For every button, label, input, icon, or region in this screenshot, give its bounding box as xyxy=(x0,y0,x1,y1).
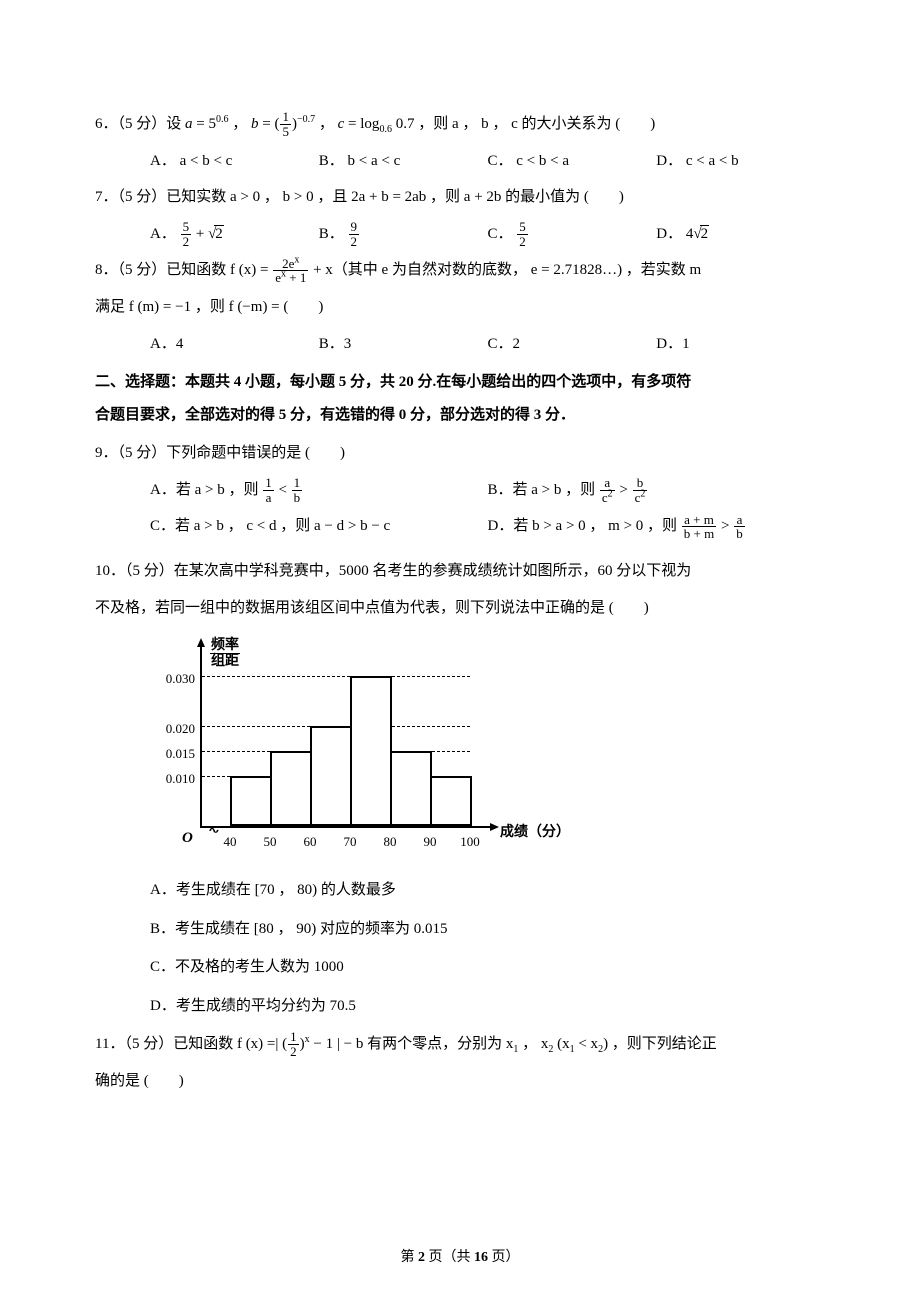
q8-stem-l2: 满足 f (m) = −1 ，则 f (−m) = ( ) xyxy=(95,293,825,322)
y-axis-label: 频率组距 xyxy=(210,638,240,670)
q9-opt-b: B．若 a > b ，则 ac2 > bc2 xyxy=(488,476,826,505)
page: 6．（5 分）设 a = 50.6 ， b = (15)−0.7 ， c = l… xyxy=(0,0,920,1302)
xtick-label: 60 xyxy=(295,830,325,855)
question-11-l2: 确的是 ( ) xyxy=(95,1067,825,1096)
q6-opt-b: B． b < a < c xyxy=(319,147,488,176)
ytick-label: 0.015 xyxy=(145,742,195,767)
q10-opt-c: C．不及格的考生人数为 1000 xyxy=(150,953,825,982)
question-6: 6．（5 分）设 a = 50.6 ， b = (15)−0.7 ， c = l… xyxy=(95,110,825,139)
histogram-chart: 0.0100.0150.0200.030405060708090100O∿频率组… xyxy=(130,636,570,866)
xtick-label: 50 xyxy=(255,830,285,855)
q10-opt-d: D．考生成绩的平均分约为 70.5 xyxy=(150,992,825,1021)
section2-header-l2: 合题目要求，全部选对的得 5 分，有选错的得 0 分，部分选对的得 3 分． xyxy=(95,401,825,430)
q8-opt-c: C．2 xyxy=(488,330,657,359)
q9-opt-c: C．若 a > b ， c < d ，则 a − d > b − c xyxy=(150,512,488,541)
q10-opt-b: B．考生成绩在 [80 ， 90) 对应的频率为 0.015 xyxy=(150,915,825,944)
ytick-label: 0.030 xyxy=(145,667,195,692)
histogram-bar xyxy=(390,751,432,826)
xtick-label: 80 xyxy=(375,830,405,855)
histogram-bar xyxy=(350,676,392,826)
q8-opt-a: A．4 xyxy=(150,330,319,359)
question-8: 8．（5 分）已知函数 f (x) = 2exex + 1 + x（其中 e 为… xyxy=(95,256,825,285)
q7-opt-a: A． 52 + 2 xyxy=(150,220,319,249)
ytick-label: 0.020 xyxy=(145,717,195,742)
q6-opt-d: D． c < a < b xyxy=(656,147,825,176)
q7-options: A． 52 + 2 B． 92 C． 52 D． 42 xyxy=(150,220,825,249)
question-10-l1: 10．（5 分）在某次高中学科竞赛中，5000 名考生的参赛成绩统计如图所示，6… xyxy=(95,557,825,586)
q9-opt-d: D．若 b > a > 0 ， m > 0 ，则 a + mb + m > ab xyxy=(488,512,826,541)
q8-opt-b: B．3 xyxy=(319,330,488,359)
histogram-bar xyxy=(270,751,312,826)
question-7: 7．（5 分）已知实数 a > 0 ， b > 0 ，且 2a + b = 2a… xyxy=(95,183,825,212)
q7-stem: 7．（5 分）已知实数 a > 0 ， b > 0 ，且 2a + b = 2a… xyxy=(95,189,624,205)
question-9: 9．（5 分）下列命题中错误的是 ( ) xyxy=(95,439,825,468)
question-10-l2: 不及格，若同一组中的数据用该组区间中点值为代表，则下列说法中正确的是 ( ) xyxy=(95,594,825,623)
q6-options: A． a < b < c B． b < a < c C． c < b < a D… xyxy=(150,147,825,176)
q6-opt-a: A． a < b < c xyxy=(150,147,319,176)
q8-stem-l1: 8．（5 分）已知函数 f (x) = 2exex + 1 + x（其中 e 为… xyxy=(95,262,701,278)
xtick-label: 100 xyxy=(455,830,485,855)
q7-opt-d: D． 42 xyxy=(656,220,825,249)
axis-break-icon: ∿ xyxy=(208,823,220,839)
histogram-bar xyxy=(310,726,352,826)
xtick-label: 70 xyxy=(335,830,365,855)
q9-opt-a: A．若 a > b ，则 1a < 1b xyxy=(150,476,488,505)
q7-opt-b: B． 92 xyxy=(319,220,488,249)
q9-options: A．若 a > b ，则 1a < 1b B．若 a > b ，则 ac2 > … xyxy=(150,476,825,549)
xtick-label: 90 xyxy=(415,830,445,855)
q10-options: A．考生成绩在 [70 ， 80) 的人数最多 B．考生成绩在 [80 ， 90… xyxy=(150,876,825,1020)
q6-opt-c: C． c < b < a xyxy=(488,147,657,176)
x-axis-label: 成绩（分） xyxy=(500,820,570,847)
q6-stem: 6．（5 分）设 a = 50.6 ， b = (15)−0.7 ， c = l… xyxy=(95,116,655,132)
page-footer: 第 2 页（共 16 页） xyxy=(0,1245,920,1272)
q10-opt-a: A．考生成绩在 [70 ， 80) 的人数最多 xyxy=(150,876,825,905)
histogram-bar xyxy=(430,776,472,826)
question-11: 11．（5 分）已知函数 f (x) =| (12)x − 1 | − b 有两… xyxy=(95,1030,825,1059)
ytick-label: 0.010 xyxy=(145,767,195,792)
q7-opt-c: C． 52 xyxy=(488,220,657,249)
origin-label: O xyxy=(182,824,193,853)
histogram-bar xyxy=(230,776,272,826)
section2-header-l1: 二、选择题：本题共 4 小题，每小题 5 分，共 20 分.在每小题给出的四个选… xyxy=(95,368,825,397)
q8-options: A．4 B．3 C．2 D．1 xyxy=(150,330,825,359)
q8-opt-d: D．1 xyxy=(656,330,825,359)
